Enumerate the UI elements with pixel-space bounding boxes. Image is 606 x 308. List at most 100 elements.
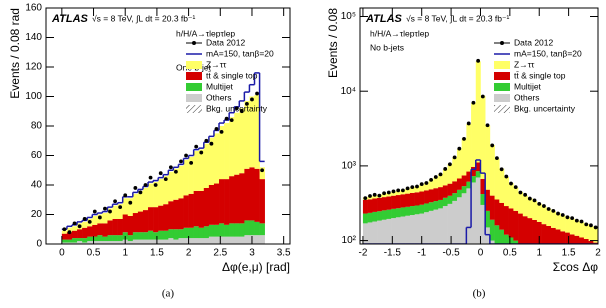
stack-segment xyxy=(471,182,477,244)
stack-segment xyxy=(82,242,88,244)
legend-label: Z→ττ xyxy=(514,59,535,69)
stack-segment xyxy=(82,238,88,243)
data-point xyxy=(204,138,209,143)
stack-segment xyxy=(513,240,519,244)
stack-segment xyxy=(466,171,472,182)
legend-label: mA=150, tanβ=20 xyxy=(514,48,582,58)
data-point xyxy=(118,205,123,210)
stack-segment xyxy=(456,197,462,244)
x-tick-label: -1 xyxy=(417,248,426,259)
stack-segment xyxy=(433,177,439,189)
stack-segment xyxy=(400,194,406,208)
y-tick-label: 10⁴ xyxy=(341,86,356,97)
stack-segment xyxy=(395,195,401,209)
stack-segment xyxy=(503,234,509,244)
stack-segment xyxy=(579,222,585,238)
data-point xyxy=(143,183,148,187)
stack-segment xyxy=(391,208,397,219)
stack-segment xyxy=(527,218,533,244)
stack-segment xyxy=(405,188,411,194)
data-point xyxy=(194,144,199,149)
stack-segment xyxy=(452,157,458,182)
stack-segment xyxy=(77,241,83,244)
data-point xyxy=(424,181,429,185)
data-point xyxy=(72,221,77,226)
data-point xyxy=(363,196,368,201)
stack-segment xyxy=(87,241,93,244)
stack-segment xyxy=(438,187,444,200)
stack-segment xyxy=(234,223,240,237)
stack-segment xyxy=(107,220,113,236)
stack-segment xyxy=(224,224,230,237)
stack-segment xyxy=(405,215,411,244)
legend-swatch xyxy=(192,41,196,45)
data-point xyxy=(466,121,471,126)
data-point xyxy=(532,198,537,203)
stack-segment xyxy=(208,185,215,225)
stack-segment xyxy=(213,224,220,237)
data-point xyxy=(471,100,476,105)
data-point xyxy=(67,230,72,235)
data-point xyxy=(368,194,372,198)
stack-segment xyxy=(372,221,378,244)
stack-segment xyxy=(183,238,189,244)
stack-segment xyxy=(178,238,184,244)
stack-segment xyxy=(485,227,491,244)
legend-label: tt̄ & single top xyxy=(514,70,566,80)
stack-segment xyxy=(173,168,179,200)
stack-segment xyxy=(485,125,491,190)
stack-segment xyxy=(367,212,373,223)
stack-segment xyxy=(219,223,225,237)
stack-segment xyxy=(163,176,169,205)
stack-segment xyxy=(419,184,425,192)
process-label: h/H/A→τlepτlep xyxy=(370,28,429,38)
data-point xyxy=(495,156,499,161)
stack-segment xyxy=(550,227,556,244)
stack-segment xyxy=(424,203,430,213)
data-point xyxy=(168,165,173,170)
stack-segment xyxy=(386,218,392,244)
stack-segment xyxy=(198,149,205,191)
stack-segment xyxy=(414,192,420,206)
data-point xyxy=(92,209,97,214)
stack-segment xyxy=(414,205,420,215)
stack-segment xyxy=(461,175,467,187)
stack-segment xyxy=(193,190,200,227)
y-tick-label: 60 xyxy=(31,150,43,161)
data-point xyxy=(485,123,490,128)
stack-segment xyxy=(391,191,397,196)
stack-segment xyxy=(438,173,444,188)
data-point xyxy=(382,191,386,196)
stack-segment xyxy=(259,179,265,224)
stack-segment xyxy=(92,241,98,244)
stack-segment xyxy=(386,196,392,210)
data-point xyxy=(443,167,448,171)
stack-segment xyxy=(244,220,250,236)
atlas-label: ATLAS xyxy=(51,13,89,25)
x-tick-label: -0.5 xyxy=(442,248,460,259)
stack-segment xyxy=(97,223,103,236)
caption: (b) xyxy=(473,288,486,300)
stack-segment xyxy=(163,230,169,240)
stack-segment xyxy=(219,236,225,244)
stack-segment xyxy=(508,237,514,244)
stack-segment xyxy=(536,221,542,244)
data-point xyxy=(438,172,443,177)
stack-segment xyxy=(137,239,144,244)
data-point xyxy=(513,185,518,190)
stack-segment xyxy=(213,236,220,244)
stack-segment xyxy=(112,218,118,236)
stack-segment xyxy=(193,238,200,244)
data-point xyxy=(239,109,244,114)
stack-segment xyxy=(77,229,83,239)
stack-segment xyxy=(173,229,179,240)
data-point xyxy=(377,193,382,198)
stack-segment xyxy=(127,241,134,244)
stack-segment xyxy=(546,225,552,244)
stack-segment xyxy=(112,235,118,242)
stack-segment xyxy=(142,210,149,233)
stack-segment xyxy=(588,225,594,241)
stack-segment xyxy=(466,123,472,172)
stack-segment xyxy=(362,199,368,214)
